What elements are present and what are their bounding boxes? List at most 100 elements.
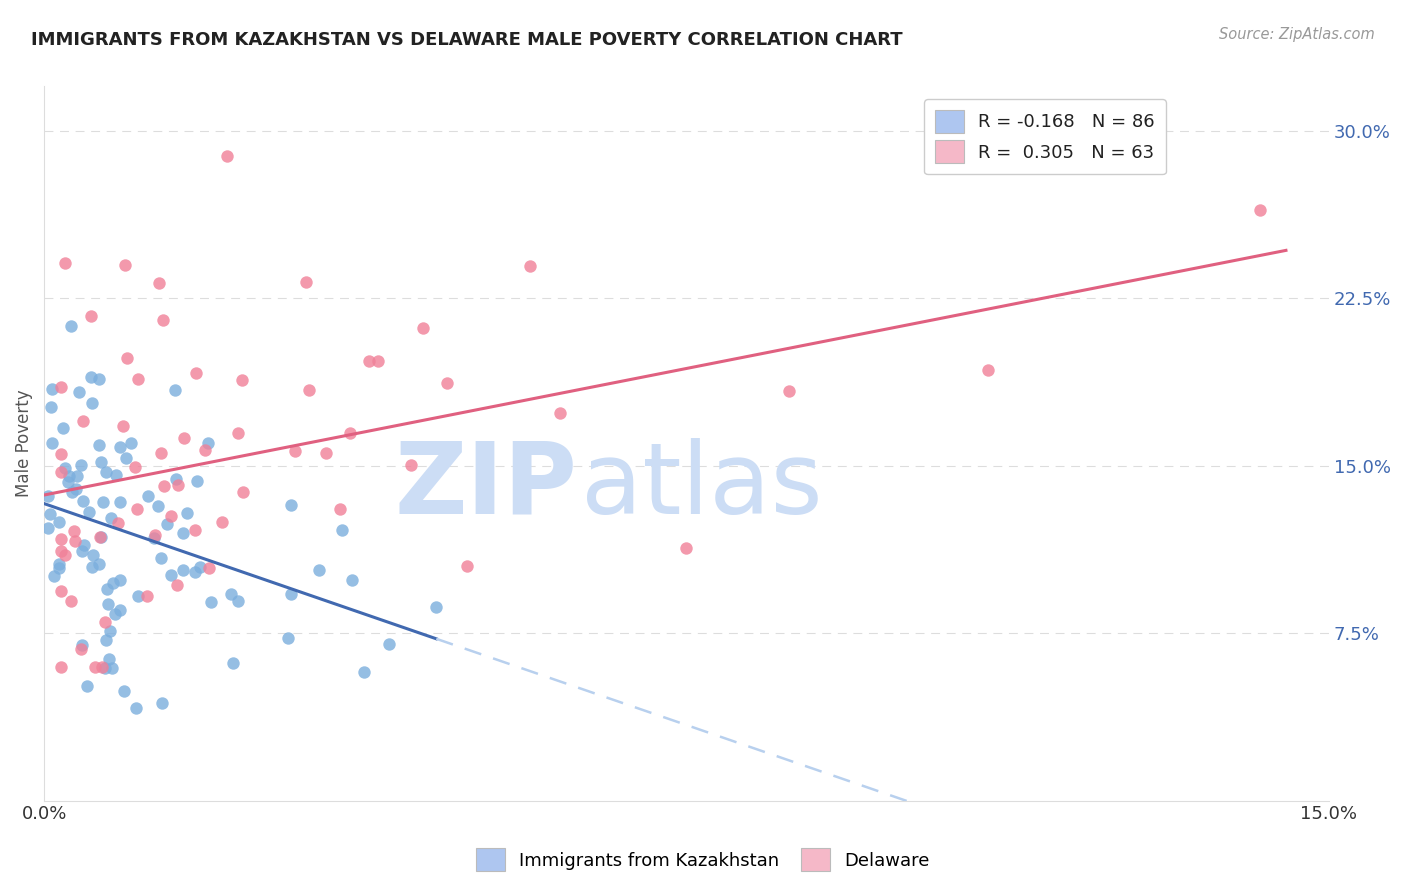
- Point: [277, 631, 299, 645]
- Point: [188, 559, 211, 574]
- Point: [308, 563, 330, 577]
- Point: [143, 531, 166, 545]
- Point: [149, 446, 172, 460]
- Point: [121, 436, 143, 450]
- Point: [226, 426, 249, 441]
- Point: [353, 665, 375, 679]
- Point: [89, 372, 111, 386]
- Point: [104, 607, 127, 622]
- Legend: Immigrants from Kazakhstan, Delaware: Immigrants from Kazakhstan, Delaware: [468, 841, 938, 879]
- Point: [110, 603, 132, 617]
- Point: [39, 401, 62, 415]
- Point: [96, 582, 118, 596]
- Point: [72, 493, 94, 508]
- Point: [160, 508, 183, 523]
- Point: [977, 362, 1000, 376]
- Point: [173, 431, 195, 445]
- Point: [153, 479, 176, 493]
- Text: Source: ZipAtlas.com: Source: ZipAtlas.com: [1219, 27, 1375, 42]
- Point: [98, 624, 121, 638]
- Point: [67, 384, 90, 399]
- Point: [48, 558, 70, 572]
- Point: [94, 465, 117, 479]
- Point: [69, 458, 91, 473]
- Point: [41, 436, 63, 450]
- Point: [82, 549, 104, 563]
- Point: [217, 149, 239, 163]
- Point: [111, 419, 134, 434]
- Point: [198, 560, 221, 574]
- Point: [219, 587, 242, 601]
- Point: [48, 515, 70, 529]
- Point: [127, 501, 149, 516]
- Point: [70, 638, 93, 652]
- Point: [339, 426, 361, 441]
- Point: [66, 469, 89, 483]
- Point: [94, 661, 117, 675]
- Point: [108, 441, 131, 455]
- Point: [53, 461, 76, 475]
- Point: [94, 632, 117, 647]
- Point: [94, 615, 117, 629]
- Point: [87, 558, 110, 572]
- Point: [97, 597, 120, 611]
- Point: [231, 374, 253, 388]
- Point: [56, 475, 79, 489]
- Point: [63, 524, 86, 538]
- Text: atlas: atlas: [581, 438, 823, 535]
- Point: [155, 516, 177, 531]
- Point: [115, 351, 138, 365]
- Point: [103, 575, 125, 590]
- Point: [37, 489, 59, 503]
- Point: [51, 659, 73, 673]
- Point: [73, 537, 96, 551]
- Point: [51, 533, 73, 547]
- Point: [779, 384, 801, 398]
- Point: [1249, 202, 1271, 217]
- Point: [148, 276, 170, 290]
- Point: [166, 578, 188, 592]
- Point: [112, 684, 135, 698]
- Point: [80, 370, 103, 384]
- Point: [165, 472, 187, 486]
- Point: [55, 548, 77, 562]
- Point: [51, 584, 73, 599]
- Point: [70, 544, 93, 558]
- Point: [100, 511, 122, 525]
- Point: [80, 396, 103, 410]
- Point: [51, 544, 73, 558]
- Point: [280, 587, 302, 601]
- Point: [127, 372, 149, 386]
- Point: [194, 442, 217, 457]
- Point: [60, 319, 83, 334]
- Point: [38, 507, 60, 521]
- Point: [186, 474, 208, 488]
- Point: [183, 566, 205, 580]
- Point: [315, 446, 337, 460]
- Point: [104, 468, 127, 483]
- Point: [65, 483, 87, 497]
- Point: [41, 383, 63, 397]
- Point: [83, 659, 105, 673]
- Point: [330, 523, 353, 537]
- Point: [146, 499, 169, 513]
- Point: [125, 701, 148, 715]
- Point: [135, 589, 157, 603]
- Point: [412, 321, 434, 335]
- Point: [184, 366, 207, 380]
- Point: [53, 255, 76, 269]
- Point: [89, 438, 111, 452]
- Point: [107, 516, 129, 530]
- Point: [77, 505, 100, 519]
- Point: [52, 420, 75, 434]
- Point: [211, 515, 233, 529]
- Point: [152, 312, 174, 326]
- Point: [72, 414, 94, 428]
- Point: [456, 559, 478, 574]
- Point: [377, 637, 399, 651]
- Y-axis label: Male Poverty: Male Poverty: [15, 390, 32, 498]
- Point: [359, 354, 381, 368]
- Point: [110, 573, 132, 587]
- Point: [51, 380, 73, 394]
- Point: [226, 594, 249, 608]
